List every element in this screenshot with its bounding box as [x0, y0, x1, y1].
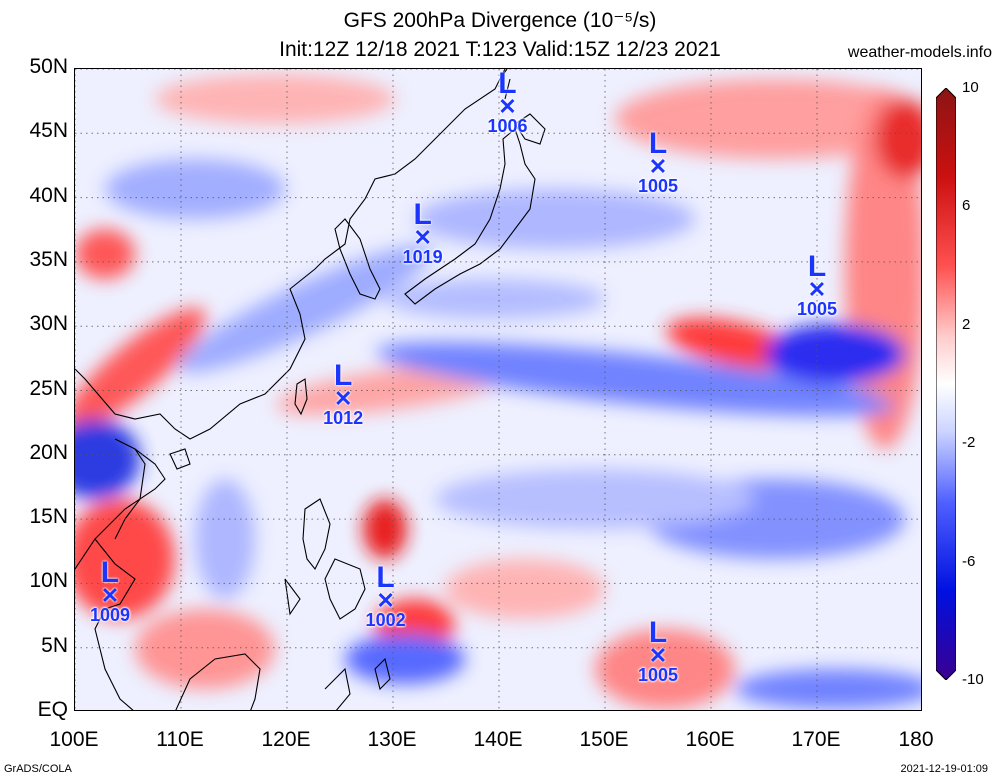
latitude-label: 25N [29, 376, 68, 400]
latitude-label: 50N [29, 55, 68, 78]
longitude-label: 100E [49, 728, 99, 751]
longitude-label: 150E [579, 728, 629, 751]
longitude-label: 170E [791, 728, 841, 751]
colorbar [936, 88, 956, 680]
latitude-label: 30N [29, 312, 68, 336]
map-title: GFS 200hPa Divergence (10⁻⁵/s) [343, 9, 657, 32]
map-subtitle: Init:12Z 12/18 2021 T:123 Valid:15Z 12/2… [279, 38, 721, 61]
longitude-label: 140E [473, 728, 523, 751]
colorbar-label: 10 [962, 79, 979, 96]
colorbar-label: -6 [962, 552, 976, 570]
colorbar-label: -10 [962, 671, 984, 688]
latitude-label: 15N [29, 505, 68, 529]
colorbar-label: 6 [962, 197, 971, 215]
footer-credit: GrADS/COLA [4, 763, 72, 775]
longitude-label: 130E [367, 728, 417, 751]
latitude-label: EQ [37, 698, 68, 721]
footer-timestamp: 2021-12-19-01:09 [900, 763, 988, 775]
longitude-label: 120E [261, 728, 311, 751]
colorbar-label: 2 [962, 315, 971, 333]
site-label: weather-models.info [847, 44, 992, 61]
latitude-label: 5N [41, 633, 68, 657]
colorbar-label: -2 [962, 434, 976, 452]
latitude-label: 10N [29, 569, 68, 593]
latitude-label: 45N [29, 119, 68, 143]
latitude-label: 40N [29, 183, 68, 207]
latitude-label: 35N [29, 247, 68, 271]
longitude-label: 110E [156, 728, 204, 751]
latitude-label: 20N [29, 440, 68, 464]
divergence-map: L ✕ 1006 L ✕ 1005 L ✕ 1019 L ✕ 1005 L ✕ 1012 L ✕ 1009 L ✕ 10… [74, 68, 922, 711]
map-field [75, 69, 921, 710]
longitude-label: 180 [898, 728, 934, 751]
longitude-label: 160E [685, 728, 735, 751]
